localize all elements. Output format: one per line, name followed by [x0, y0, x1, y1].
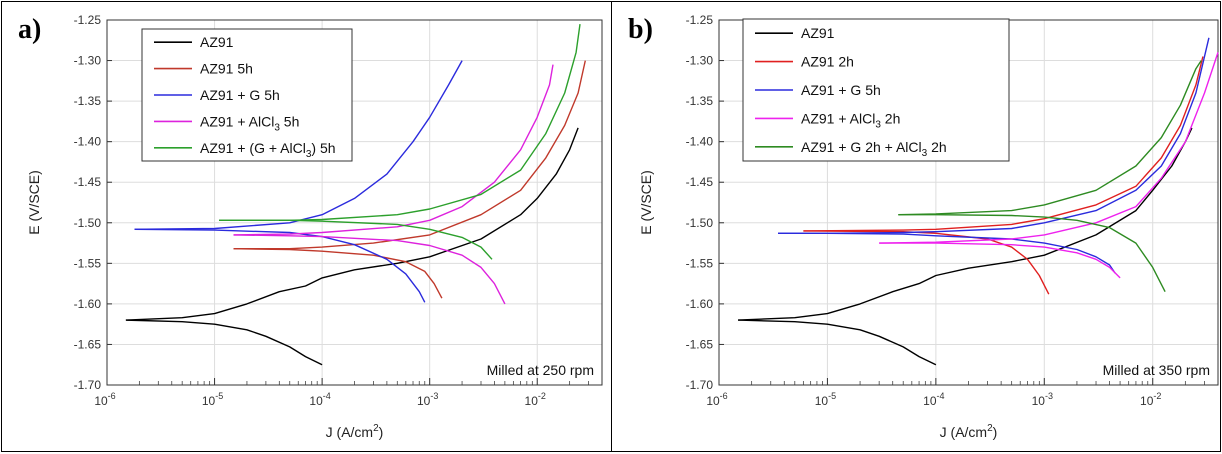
y-tick-label: -1.35: [686, 94, 714, 108]
series-line-4-anodic: [233, 64, 554, 236]
y-tick-label: -1.40: [74, 135, 102, 149]
legend-label: AZ91 2h: [801, 54, 854, 70]
y-tick-label: -1.50: [686, 216, 714, 230]
chart-a: -1.25 -1.30 -1.35 -1.40 -1.45 -1.50 -1.55 -1.60…: [18, 13, 603, 440]
y-tick-label: -1.65: [686, 337, 714, 351]
series-group: [125, 24, 586, 366]
y-tick-label: -1.50: [74, 216, 102, 230]
y-tick-label: -1.55: [686, 256, 714, 270]
series-line-3-anodic: [778, 37, 1210, 234]
legend-label: AZ91: [200, 34, 234, 50]
y-tick-label: -1.60: [74, 297, 102, 311]
y-tick-label: -1.40: [686, 135, 714, 149]
panel-b: -1.25 -1.30 -1.35 -1.40 -1.45 -1.50 -1.55 -1.60…: [611, 1, 1221, 452]
x-tick-label: 10-3: [417, 391, 438, 408]
x-minor-ticks: [751, 381, 1219, 385]
series-line-1-anodic: [738, 127, 1193, 321]
series-line-1-cathodic: [738, 319, 937, 366]
y-tick-label: -1.25: [686, 13, 714, 27]
series-line-2-anodic: [803, 56, 1204, 232]
y-tick-label: -1.35: [74, 94, 102, 108]
x-tick-label: 10-2: [1140, 391, 1161, 408]
series-line-4-anodic: [879, 52, 1219, 244]
legend-label: AZ91: [801, 25, 835, 41]
x-tick-label: 10-4: [309, 391, 330, 408]
panel-label: b): [628, 14, 653, 45]
legend-label: AZ91 5h: [200, 61, 253, 77]
y-axis: -1.25 -1.30 -1.35 -1.40 -1.45 -1.50 -1.55 -1.60…: [74, 13, 112, 392]
series-line-3-cathodic: [778, 232, 1116, 274]
legend-label: AZ91 + G 5h: [200, 87, 280, 103]
y-tick-label: -1.60: [686, 297, 714, 311]
y-tick-label: -1.30: [74, 54, 102, 68]
y-tick-label: -1.65: [74, 337, 102, 351]
x-tick-label: 10-6: [94, 391, 115, 408]
series-line-2-anodic: [233, 60, 586, 250]
panel-a: -1.25 -1.30 -1.35 -1.40 -1.45 -1.50 -1.55 -1.60…: [1, 1, 612, 452]
y-tick-label: -1.25: [74, 13, 102, 27]
x-axis: 10-6 10-5 10-4 10-3 10-2: [706, 378, 1161, 408]
series-line-3-cathodic: [134, 228, 426, 303]
legend-label: AZ91 + G 2h + AlCl3 2h: [801, 139, 947, 159]
x-minor-ticks: [138, 381, 603, 385]
series-line-5-cathodic: [898, 214, 1166, 293]
y-tick-label: -1.70: [74, 378, 102, 392]
y-tick-label: -1.45: [74, 175, 102, 189]
y-tick-label: -1.70: [686, 378, 714, 392]
series-line-4-cathodic: [879, 242, 1121, 279]
legend: AZ91 AZ91 2h AZ91 + G 5h AZ91 + AlCl3 2h AZ9…: [742, 18, 1010, 162]
series-line-4-cathodic: [233, 234, 506, 305]
series-line-1-cathodic: [125, 319, 323, 366]
series-line-5-anodic: [898, 60, 1202, 216]
legend-label: AZ91 + (G + AlCl3) 5h: [200, 140, 336, 160]
y-tick-label: -1.55: [74, 256, 102, 270]
x-axis-label: J (A/cm2): [940, 423, 998, 440]
chart-b: -1.25 -1.30 -1.35 -1.40 -1.45 -1.50 -1.55 -1.60…: [628, 13, 1219, 440]
panel-label: a): [18, 14, 41, 45]
x-axis-label: J (A/cm2): [326, 423, 384, 440]
x-tick-label: 10-4: [923, 391, 944, 408]
legend-label: AZ91 + G 5h: [801, 82, 881, 98]
x-tick-label: 10-3: [1032, 391, 1053, 408]
y-axis: -1.25 -1.30 -1.35 -1.40 -1.45 -1.50 -1.55 -1.60…: [686, 13, 724, 392]
legend-label: AZ91 + AlCl3 5h: [200, 113, 299, 133]
x-tick-label: 10-6: [706, 391, 727, 408]
y-tick-label: -1.30: [686, 54, 714, 68]
plot-frame: [106, 19, 603, 386]
annotation-text: Milled at 350 rpm: [1103, 362, 1210, 378]
legend-label: AZ91 + AlCl3 2h: [801, 110, 900, 130]
series-group: [738, 37, 1219, 366]
annotation-text: Milled at 250 rpm: [487, 362, 594, 378]
x-tick-label: 10-2: [525, 391, 546, 408]
y-axis-label: E (V/SCE): [26, 170, 42, 235]
legend: AZ91 AZ91 5h AZ91 + G 5h AZ91 + AlCl3 5h AZ9…: [141, 28, 353, 162]
series-line-2-cathodic: [233, 248, 443, 299]
x-tick-label: 10-5: [202, 391, 223, 408]
y-tick-label: -1.45: [686, 175, 714, 189]
series-line-3-anodic: [134, 60, 463, 230]
x-axis: 10-6 10-5 10-4 10-3 10-2: [94, 378, 546, 408]
series-line-1-anodic: [125, 127, 579, 321]
series-line-5-anodic: [219, 24, 581, 221]
y-axis-label: E (V/SCE): [638, 170, 654, 235]
x-tick-label: 10-5: [815, 391, 836, 408]
